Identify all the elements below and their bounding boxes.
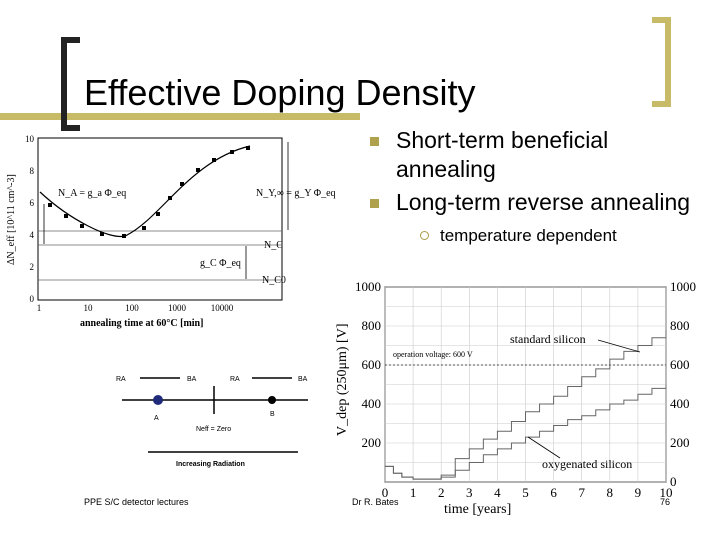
annealing-y-tick: 8	[30, 166, 35, 176]
vdep-xlabel: time [years]	[444, 502, 511, 517]
slide-title: Effective Doping Density	[84, 72, 476, 113]
label-na: N_A = g_a Φ_eq	[58, 188, 126, 199]
point-a-label: A	[154, 415, 159, 422]
bullet-text: Short-term beneficial annealing	[396, 127, 609, 182]
bullet-item: Long-term reverse annealing	[368, 188, 708, 217]
annealing-y-tick: 0	[30, 294, 35, 304]
vdep-reference-label: operation voltage: 600 V	[393, 350, 473, 359]
sub-bullet-item: temperature dependent	[418, 225, 708, 247]
vdep-series-1	[385, 384, 667, 480]
point-b-marker	[268, 396, 276, 404]
sub-bullet-text: temperature dependent	[440, 226, 617, 245]
right-bracket	[652, 17, 671, 107]
footer-center: Dr R. Bates	[352, 497, 399, 507]
vdep-y-tick-right: 200	[670, 435, 690, 450]
annealing-x-ticks: 1 10 100 1000 10000	[37, 303, 234, 313]
vdep-y-tick-right: 400	[670, 396, 690, 411]
center-label: Neff = Zero	[196, 426, 231, 433]
vdep-x-tick: 4	[494, 485, 501, 500]
vdep-y-tick-right: 0	[670, 474, 677, 489]
left-bracket	[61, 37, 80, 131]
vdep-y-tick-right: 800	[670, 318, 690, 333]
annealing-x-tick: 10	[84, 303, 94, 313]
diagram-label: RA	[230, 376, 240, 383]
arrow-label: Increasing Radiation	[176, 461, 245, 468]
vdep-y-tick: 800	[362, 318, 382, 333]
footer-left: PPE S/C detector lectures	[84, 497, 189, 507]
diagram-label: RA	[116, 376, 126, 383]
label-nc: N_C	[264, 240, 283, 251]
vdep-x-tick: 3	[466, 485, 473, 500]
vdep-x-tick: 9	[635, 485, 642, 500]
vdep-x-tick: 1	[410, 485, 417, 500]
point-b-label: B	[270, 411, 275, 418]
sub-bullet-ring-icon	[420, 231, 429, 240]
vdep-y-tick-right: 1000	[670, 279, 696, 294]
bullet-square-icon	[370, 137, 379, 146]
label-gc: g_C Φ_eq	[200, 258, 241, 269]
vdep-x-tick: 5	[522, 485, 529, 500]
annealing-y-tick: 4	[30, 230, 35, 240]
label-nc0: N_C0	[262, 275, 286, 286]
series-label-oxygenated: oxygenated silicon	[542, 457, 632, 471]
vdep-ylabel: V_dep (250μm) [V]	[335, 324, 350, 436]
annealing-y-tick: 2	[30, 262, 35, 272]
annealing-x-tick: 1	[37, 303, 42, 313]
annealing-y-tick: 10	[25, 134, 35, 144]
bullet-square-icon	[370, 199, 379, 208]
vdep-y-tick: 400	[362, 396, 382, 411]
diagram-label: BA	[298, 376, 308, 383]
vdep-y-tick: 200	[362, 435, 382, 450]
vdep-y-tick: 600	[362, 357, 382, 372]
annealing-y-tick: 6	[30, 198, 35, 208]
vdep-y-tick-right: 600	[670, 357, 690, 372]
vdep-x-tick: 8	[607, 485, 614, 500]
bullet-text: Long-term reverse annealing	[396, 189, 691, 215]
slide-number: 76	[660, 497, 671, 507]
annealing-xlabel: annealing time at 60°C [min]	[80, 318, 203, 329]
vdep-x-tick: 0	[382, 485, 389, 500]
bullet-list: Short-term beneficial annealing Long-ter…	[368, 126, 708, 247]
vdep-x-tick: 10	[660, 485, 673, 500]
annealing-x-tick: 10000	[211, 303, 234, 313]
point-a-marker	[153, 395, 163, 405]
annealing-x-tick: 100	[125, 303, 139, 313]
annealing-ylabel: ΔN_eff [10^11 cm^-3]	[6, 174, 17, 265]
annealing-x-tick: 1000	[168, 303, 187, 313]
title-underline-bar	[0, 113, 360, 120]
bullet-item: Short-term beneficial annealing	[368, 126, 708, 184]
vdep-x-tick: 6	[550, 485, 557, 500]
annealing-y-ticks: 0 2 4 6 8 10	[25, 134, 35, 304]
vdep-x-tick: 7	[578, 485, 585, 500]
diagram-label: BA	[187, 376, 197, 383]
annealing-points	[48, 146, 250, 238]
series-label-standard: standard silicon	[510, 332, 586, 346]
vdep-y-tick: 1000	[355, 279, 381, 294]
label-ny: N_Y,∞ = g_Y Φ_eq	[256, 188, 336, 199]
vdep-x-tick: 2	[438, 485, 445, 500]
